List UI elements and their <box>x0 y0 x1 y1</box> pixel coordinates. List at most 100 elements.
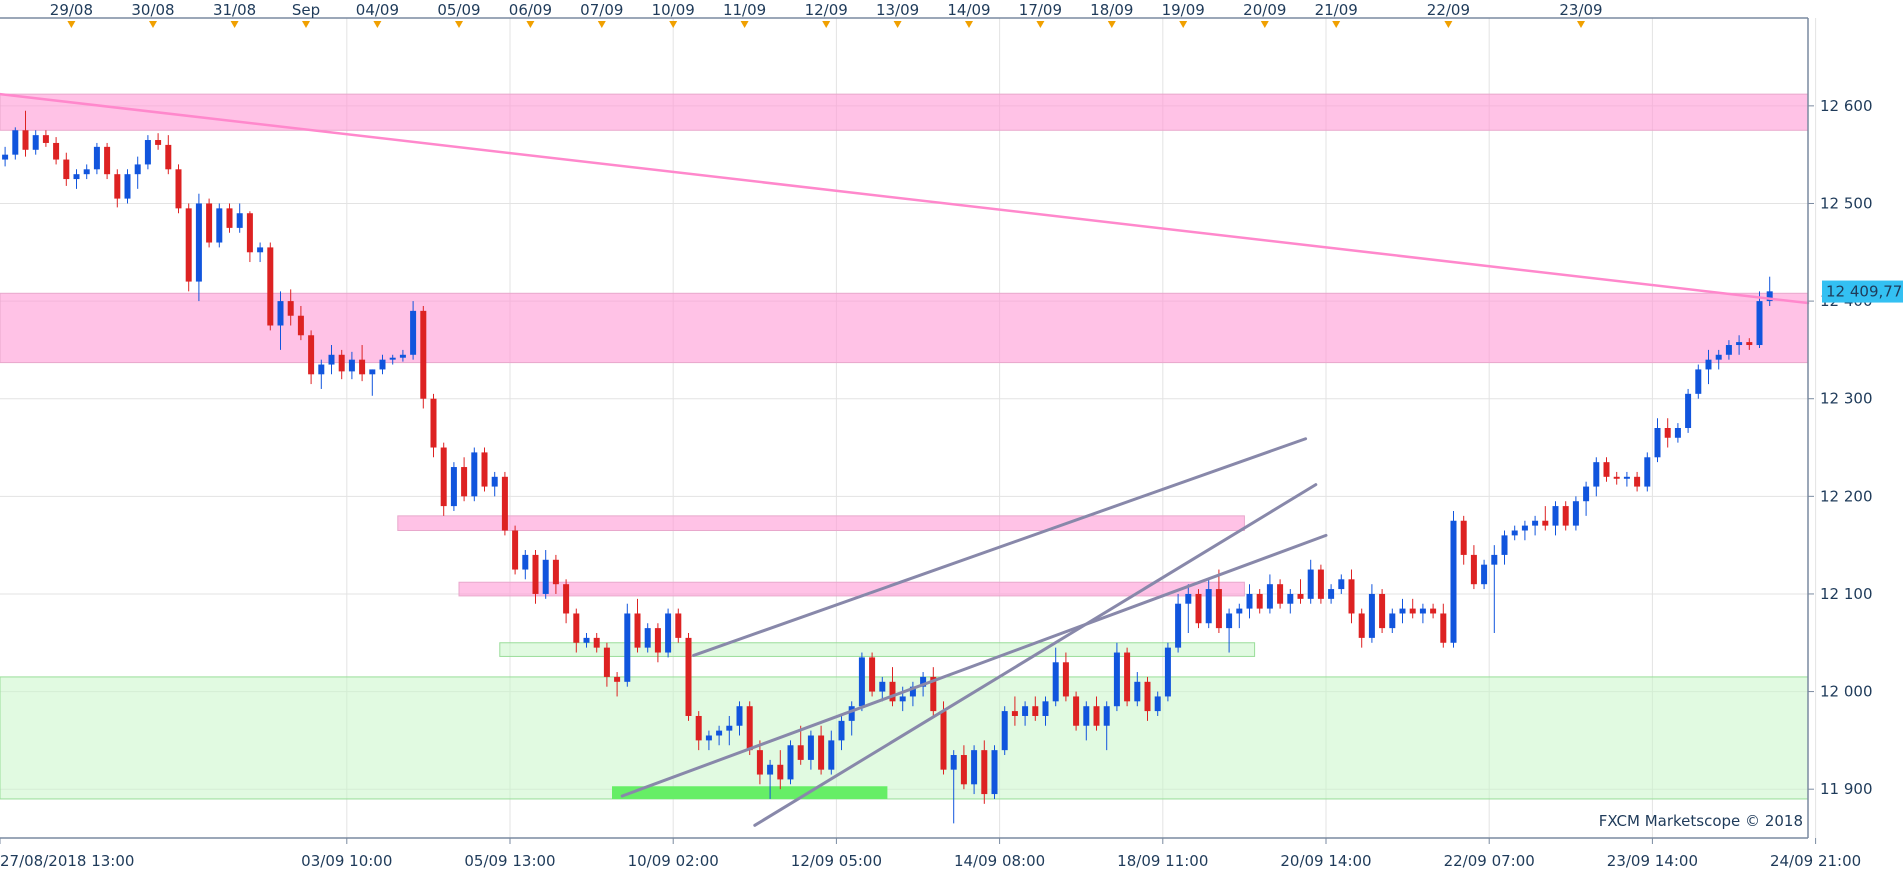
candle-body <box>134 164 141 175</box>
candle-body <box>736 706 743 726</box>
date-marker <box>1036 21 1045 28</box>
candle-down <box>1409 598 1416 619</box>
candle-body <box>1175 603 1182 648</box>
candle-down <box>481 447 488 492</box>
candle-body <box>675 613 682 638</box>
candle-up <box>1338 574 1345 594</box>
candle-up <box>736 701 743 736</box>
candle-body <box>1379 593 1386 629</box>
axes <box>0 17 1817 844</box>
candle-down <box>1470 545 1477 590</box>
candle-body <box>461 467 468 497</box>
y-tick-label: 12 000 <box>1820 683 1873 701</box>
candle-down <box>440 442 447 516</box>
top-date-label: 12/09 <box>805 1 848 19</box>
candle-body <box>512 530 519 570</box>
candle-down <box>42 130 49 147</box>
candle-up <box>971 745 978 795</box>
candle-body <box>185 208 192 282</box>
candle-body <box>665 613 672 653</box>
trend-line[interactable] <box>753 483 1318 827</box>
candle-up <box>216 203 223 248</box>
candle-down <box>960 745 967 790</box>
trend-line[interactable] <box>620 533 1328 798</box>
candle-down <box>155 133 162 150</box>
candle-down <box>104 142 111 180</box>
x-time-label: 24/09 21:00 <box>1770 852 1861 870</box>
current-price-tag: 12 409,77 <box>1822 280 1903 303</box>
current-price-tag-bg <box>1822 280 1903 303</box>
trend-line[interactable] <box>692 437 1308 657</box>
candle-body <box>1430 608 1437 614</box>
candle-body <box>257 247 264 253</box>
top-date-label: 22/09 <box>1427 1 1470 19</box>
top-date-label: 05/09 <box>437 1 480 19</box>
candle-up <box>1532 515 1539 536</box>
candle-body <box>1501 535 1508 555</box>
candle-down <box>981 740 988 804</box>
candle-down <box>1256 589 1263 614</box>
support-zone <box>0 676 1809 800</box>
candle-body <box>1093 706 1100 726</box>
candle-down <box>175 164 182 214</box>
candle-up <box>1450 510 1457 648</box>
trend-lines[interactable] <box>0 92 1810 827</box>
candle-down <box>1124 647 1131 707</box>
candle-body <box>1348 579 1355 614</box>
candle-down <box>430 393 437 458</box>
candle-body <box>1470 554 1477 585</box>
candle-body <box>705 735 712 741</box>
candle-up <box>1593 457 1600 497</box>
y-tick-label: 12 200 <box>1820 487 1873 505</box>
candle-body <box>1440 613 1447 643</box>
candle-up <box>991 745 998 799</box>
candle-body <box>1022 706 1029 716</box>
candle-down <box>695 711 702 751</box>
x-time-label: 23/09 14:00 <box>1607 852 1698 870</box>
candle-down <box>512 525 519 575</box>
candle-down <box>563 579 570 624</box>
candle-up <box>1307 559 1314 604</box>
candle-down <box>246 211 253 263</box>
candle-up <box>277 291 284 350</box>
top-date-label: 06/09 <box>509 1 552 19</box>
candle-up <box>1113 642 1120 712</box>
candle-body <box>1073 696 1080 726</box>
candle-up <box>1481 559 1488 590</box>
x-time-label: 05/09 13:00 <box>464 852 555 870</box>
top-date-label: 18/09 <box>1090 1 1133 19</box>
candle-down <box>1430 603 1437 619</box>
candle-body <box>236 213 243 228</box>
candle-body <box>899 696 906 702</box>
candle-up <box>93 142 100 175</box>
candle-body <box>12 130 19 155</box>
candle-body <box>440 447 447 507</box>
candle-body <box>756 750 763 775</box>
candle-body <box>838 720 845 741</box>
candle-up <box>1685 388 1692 433</box>
date-marker <box>669 21 678 28</box>
trend-line[interactable] <box>0 92 1810 305</box>
candle-body <box>1664 428 1671 438</box>
top-date-label: 04/09 <box>356 1 399 19</box>
candle-up <box>471 447 478 502</box>
current-price-label: 12 409,77 <box>1826 283 1902 301</box>
candle-up <box>522 550 529 580</box>
candle-down <box>1379 589 1386 633</box>
candle-down <box>165 135 172 175</box>
candle-down <box>818 725 825 775</box>
candle-body <box>318 364 325 375</box>
candle-up <box>1715 349 1722 370</box>
candle-up <box>1572 496 1579 531</box>
candle-body <box>654 628 661 653</box>
candle-down <box>1634 471 1641 492</box>
candle-body <box>175 169 182 209</box>
candle-up <box>1328 584 1335 604</box>
candle-up <box>1521 520 1528 541</box>
candle-body <box>716 730 723 736</box>
candle-down <box>1348 569 1355 624</box>
candle-down <box>614 672 621 697</box>
candle-down <box>1746 338 1753 350</box>
